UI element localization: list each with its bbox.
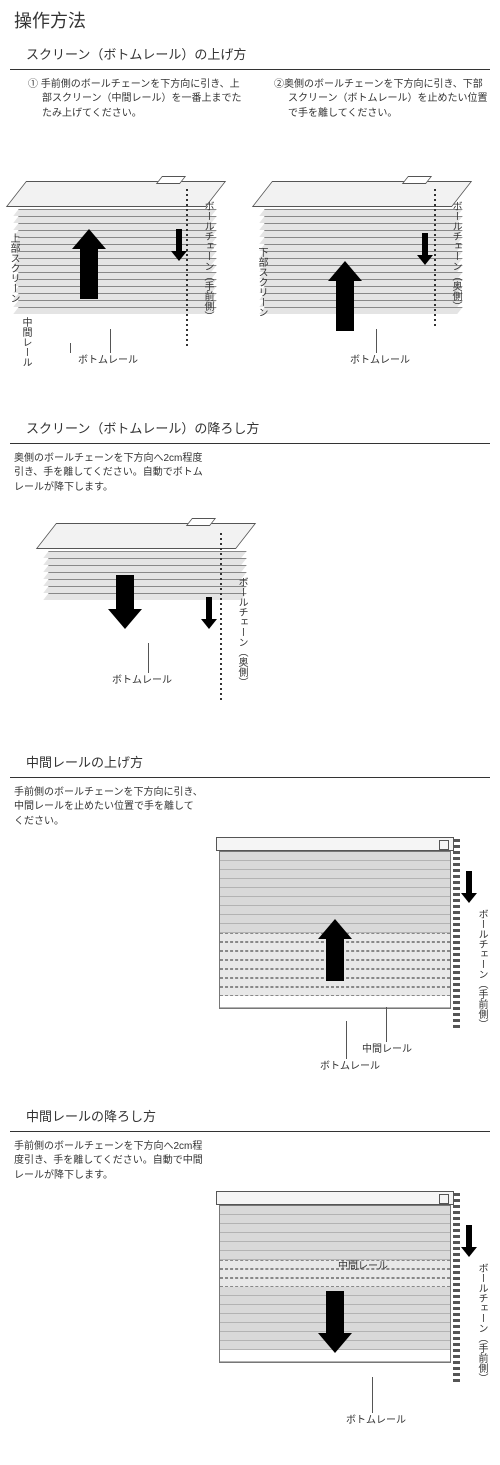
section4-title: 中間レールの降ろし方: [10, 1103, 490, 1132]
section-lower-middle: 中間レールの降ろし方 手前側のボールチェーンを下方向へ2cm程度引き、手を離して…: [10, 1103, 490, 1431]
label-ballchain-front-4: ボールチェーン（手前側）: [474, 1263, 489, 1383]
label-ballchain-back-2: ボールチェーン（奥側）: [234, 577, 249, 687]
section3-title: 中間レールの上げ方: [10, 749, 490, 778]
arrow-down-icon: [116, 575, 134, 611]
diagram-lower-middle: 中間レール ボールチェーン（手前側） ボトムレール: [216, 1191, 486, 1431]
arrow-down-small-icon: [466, 1225, 472, 1249]
section-lower-screen: スクリーン（ボトムレール）の降ろし方 奥側のボールチェーンを下方向へ2cm程度引…: [10, 415, 490, 723]
label-lower-screen: 下部スクリーン: [254, 247, 269, 317]
section2-instruction: 奥側のボールチェーンを下方向へ2cm程度引き、手を離してください。自動でボトムレ…: [14, 452, 214, 496]
diagram-raise-step2: 下部スクリーン ボトムレール ボールチェーン（奥側）: [256, 129, 486, 389]
arrow-down-icon: [326, 1291, 344, 1335]
arrow-down-small-icon: [206, 597, 212, 621]
section2-title: スクリーン（ボトムレール）の降ろし方: [10, 415, 490, 444]
section-raise-middle: 中間レールの上げ方 手前側のボールチェーンを下方向に引き、中間レールを止めたい位…: [10, 749, 490, 1077]
section1-title: スクリーン（ボトムレール）の上げ方: [10, 41, 490, 70]
arrow-down-small-icon: [176, 229, 182, 253]
section3-instruction: 手前側のボールチェーンを下方向に引き、中間レールを止めたい位置で手を離してくださ…: [14, 786, 209, 830]
diagram-raise-step1: 上部スクリーン 中間レール ボトムレール ボールチェーン（手前側）: [10, 129, 240, 389]
label-ballchain-front: ボールチェーン（手前側）: [200, 201, 215, 321]
label-middle-rail-4: 中間レール: [338, 1259, 388, 1274]
page-title: 操作方法: [10, 8, 490, 35]
label-bottom-rail-5: ボトムレール: [346, 1413, 406, 1428]
label-bottom-rail-2: ボトムレール: [350, 353, 410, 368]
diagram-raise-middle: ボールチェーン（手前側） 中間レール ボトムレール: [216, 837, 486, 1077]
arrow-down-small-icon: [466, 871, 472, 895]
arrow-up-icon: [336, 279, 354, 331]
arrow-up-icon: [80, 247, 98, 299]
arrow-up-icon: [326, 937, 344, 981]
arrow-down-small-icon: [422, 233, 428, 257]
label-bottom-rail: ボトムレール: [78, 353, 138, 368]
label-ballchain-front-3: ボールチェーン（手前側）: [474, 909, 489, 1029]
section-raise-screen: スクリーン（ボトムレール）の上げ方 ① 手前側のボールチェーンを下方向に引き、上…: [10, 41, 490, 389]
label-ballchain-back: ボールチェーン（奥側）: [448, 201, 463, 311]
label-upper-screen: 上部スクリーン: [6, 233, 21, 303]
label-middle-rail: 中間レール: [18, 317, 33, 367]
section1-step2: ②奥側のボールチェーンを下方向に引き、下部スクリーン（ボトムレール）を止めたい位…: [274, 78, 490, 122]
label-bottom-rail-4: ボトムレール: [320, 1059, 380, 1074]
label-bottom-rail-3: ボトムレール: [112, 673, 172, 688]
section4-instruction: 手前側のボールチェーンを下方向へ2cm程度引き、手を離してください。自動で中間レ…: [14, 1140, 209, 1184]
section1-step1: ① 手前側のボールチェーンを下方向に引き、上部スクリーン（中間レール）を一番上ま…: [28, 78, 244, 122]
label-middle-rail-3: 中間レール: [362, 1042, 412, 1057]
diagram-lower-screen: ボトムレール ボールチェーン（奥側）: [40, 503, 270, 723]
